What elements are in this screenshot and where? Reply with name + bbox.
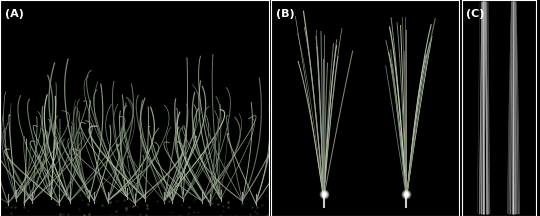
- Text: (A): (A): [5, 9, 24, 19]
- Text: (C): (C): [466, 9, 484, 19]
- Text: (B): (B): [276, 9, 295, 19]
